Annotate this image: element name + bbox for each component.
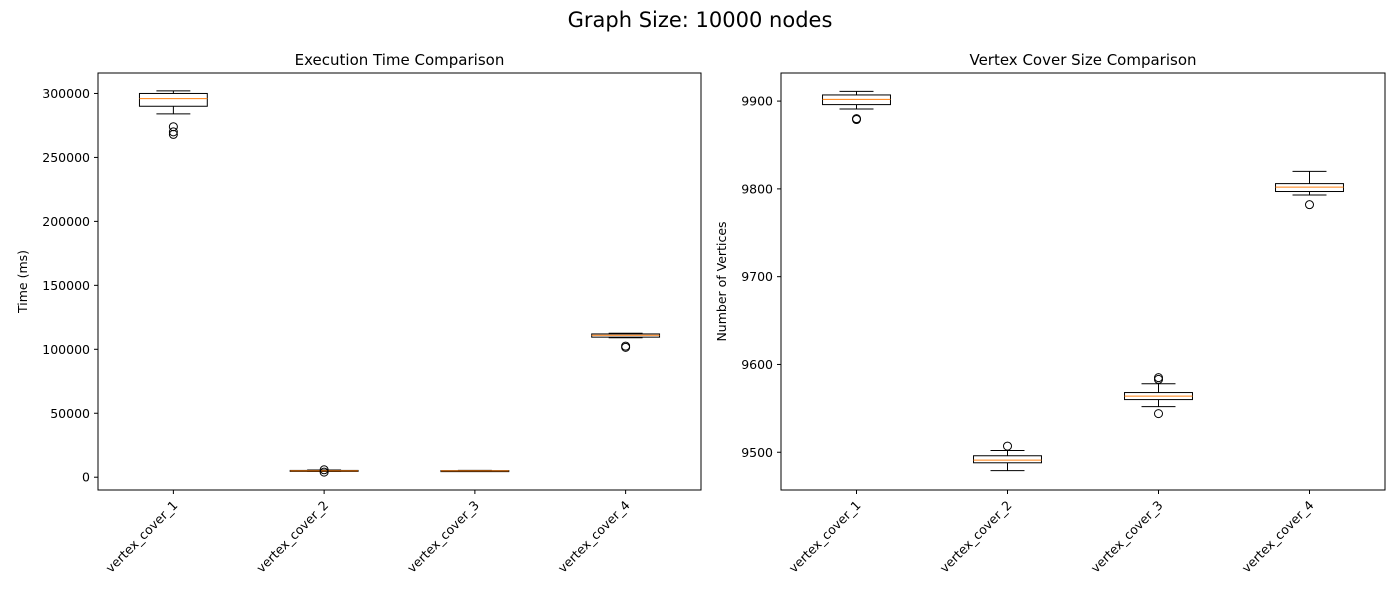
- x-tick-label: vertex_cover_1: [786, 498, 864, 576]
- figure-title: Graph Size: 10000 nodes: [567, 8, 833, 32]
- x-tick-label: vertex_cover_2: [253, 498, 331, 576]
- axes-frame: [97, 72, 702, 491]
- y-tick-label: 150000: [42, 278, 90, 293]
- outlier-point: [1154, 409, 1163, 419]
- box-vertex_cover_4: [591, 332, 661, 352]
- axes-frame: [780, 72, 1386, 491]
- x-tick-label: vertex_cover_3: [404, 498, 482, 576]
- y-tick-label: 0: [82, 470, 90, 485]
- box-vertex_cover_3: [1124, 373, 1193, 419]
- outlier-point: [621, 341, 631, 351]
- execution-time-panel: Execution Time Comparison Time (ms) 0 50000…: [15, 51, 702, 576]
- y-tick-label: 50000: [50, 406, 90, 421]
- x-tick-label: vertex_cover_4: [1239, 497, 1317, 575]
- outlier-point: [1003, 441, 1012, 451]
- box-vertex_cover_1: [138, 90, 208, 139]
- outlier-point: [168, 122, 178, 132]
- box-vertex_cover_4: [1275, 170, 1344, 210]
- y-tick-label: 100000: [42, 342, 90, 357]
- x-tick-label: vertex_cover_3: [1088, 498, 1166, 576]
- iqr-box: [138, 92, 208, 107]
- panel-title: Vertex Cover Size Comparison: [969, 51, 1196, 69]
- iqr-box: [973, 455, 1042, 464]
- outlier-point: [1154, 373, 1163, 383]
- box-vertex_cover_2: [973, 441, 1042, 472]
- outlier-point: [168, 127, 178, 137]
- y-tick-label: 250000: [42, 150, 90, 165]
- y-tick-label: 9500: [741, 445, 773, 460]
- y-tick-label: 300000: [42, 86, 90, 101]
- outlier-point: [319, 467, 329, 477]
- box-vertex_cover_3: [440, 469, 510, 473]
- box-vertex_cover_1: [822, 90, 891, 125]
- y-tick-label: 9700: [741, 269, 773, 284]
- x-tick-label: vertex_cover_2: [937, 498, 1015, 576]
- y-tick-label: 9800: [741, 181, 773, 196]
- y-axis-label: Time (ms): [15, 250, 30, 314]
- box-vertex_cover_2: [289, 465, 359, 477]
- outlier-point: [1154, 374, 1163, 384]
- x-tick-label: vertex_cover_4: [555, 497, 633, 575]
- y-tick-label: 9600: [741, 357, 773, 372]
- x-tick-label: vertex_cover_1: [103, 498, 181, 576]
- y-axis-label: Number of Vertices: [714, 221, 729, 341]
- y-tick-label: 9900: [741, 94, 773, 109]
- outlier-point: [1305, 200, 1314, 210]
- outlier-point: [319, 465, 329, 475]
- outlier-point: [852, 114, 861, 124]
- y-tick-label: 200000: [42, 214, 90, 229]
- vertex-cover-size-panel: Vertex Cover Size Comparison Number of Ve…: [714, 51, 1386, 576]
- panel-title: Execution Time Comparison: [295, 51, 505, 69]
